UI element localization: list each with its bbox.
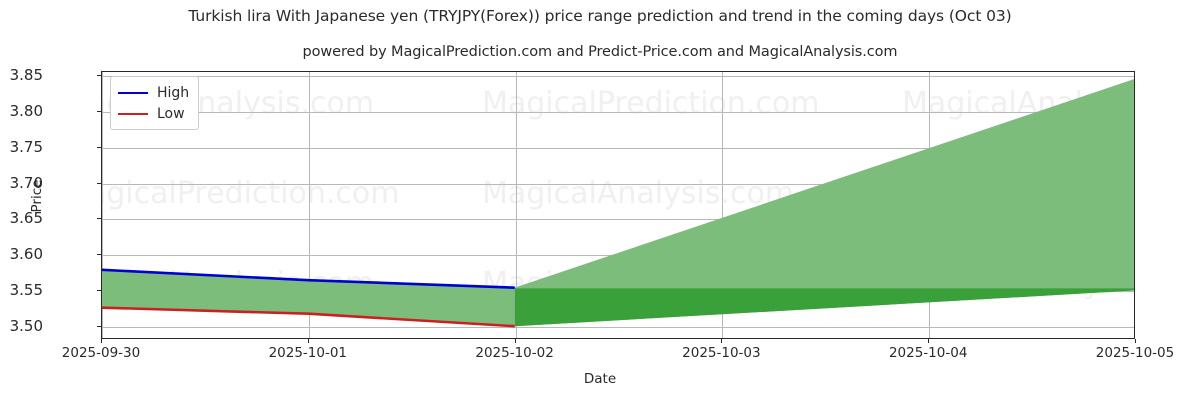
legend-item-low[interactable]: Low xyxy=(118,103,189,124)
y-axis-tick-mark xyxy=(97,74,101,76)
x-axis-tick-mark xyxy=(1135,339,1136,343)
x-axis-tick-label: 2025-10-05 xyxy=(1095,345,1175,361)
gridline-horizontal xyxy=(102,183,1134,185)
gridline-vertical xyxy=(722,72,724,338)
x-axis-tick-mark xyxy=(101,339,102,343)
legend-swatch-low xyxy=(118,112,148,115)
page-title: Turkish lira With Japanese yen (TRYJPY(F… xyxy=(188,7,1012,25)
band-forecast-overlap xyxy=(514,288,1134,327)
x-axis-tick-mark xyxy=(514,339,516,343)
y-axis-title: Price xyxy=(29,179,45,213)
gridline-horizontal xyxy=(102,111,1134,113)
range-bands xyxy=(102,79,1134,327)
y-axis-tick-label: 3.75 xyxy=(9,137,43,156)
y-axis-tick-mark xyxy=(97,182,101,184)
series-line-low xyxy=(102,306,515,328)
x-axis-tick-label: 2025-10-01 xyxy=(268,345,348,361)
chart-subtitle: powered by MagicalPrediction.com and Pre… xyxy=(302,44,898,60)
legend-swatch-high xyxy=(118,91,148,94)
y-axis-tick-mark xyxy=(97,218,101,220)
gridline-horizontal xyxy=(102,219,1134,221)
band-historical-range xyxy=(102,269,515,327)
series-line-high xyxy=(102,268,515,289)
y-axis-tick-label: 3.55 xyxy=(9,281,43,300)
x-axis-title: Date xyxy=(583,371,617,387)
y-axis-tick-label: 3.60 xyxy=(9,245,43,264)
legend-item-high[interactable]: High xyxy=(118,82,189,103)
gridline-horizontal xyxy=(102,327,1134,329)
x-axis-tick-mark xyxy=(307,339,309,343)
y-axis-tick-mark xyxy=(97,146,101,148)
x-axis-tick-label: 2025-10-03 xyxy=(682,345,761,361)
band-forecast-range xyxy=(514,79,1134,327)
y-axis-tick-mark xyxy=(97,254,101,256)
gridline-horizontal xyxy=(102,147,1134,149)
y-axis-tick-mark xyxy=(97,326,101,328)
x-axis-tick-label: 2025-10-04 xyxy=(888,345,968,361)
x-axis-tick-label: 2025-09-30 xyxy=(61,345,141,361)
x-axis-tick-mark xyxy=(721,339,723,343)
legend-label: High xyxy=(157,84,190,101)
gridline-vertical xyxy=(102,72,103,338)
y-axis-tick-label: 3.85 xyxy=(9,65,43,84)
legend-label: Low xyxy=(157,105,185,122)
y-axis-tick-mark xyxy=(97,110,101,112)
y-axis-tick-label: 3.70 xyxy=(9,173,43,192)
series-layer xyxy=(102,79,1134,328)
plot-area: MagicalAnalysis.comMagicalPrediction.com… xyxy=(101,71,1135,339)
y-axis-tick-mark xyxy=(97,290,101,292)
y-axis-tick-label: 3.65 xyxy=(9,209,43,228)
series-lines xyxy=(102,268,515,328)
x-axis-tick-label: 2025-10-02 xyxy=(475,345,554,361)
gridline-vertical xyxy=(308,72,310,338)
chart-legend: High Low xyxy=(110,76,200,130)
gridline-vertical xyxy=(515,72,517,338)
gridline-horizontal xyxy=(102,75,1134,77)
y-axis-tick-label: 3.50 xyxy=(9,317,43,336)
x-axis-tick-mark xyxy=(928,339,930,343)
y-axis-tick-label: 3.80 xyxy=(9,101,43,120)
